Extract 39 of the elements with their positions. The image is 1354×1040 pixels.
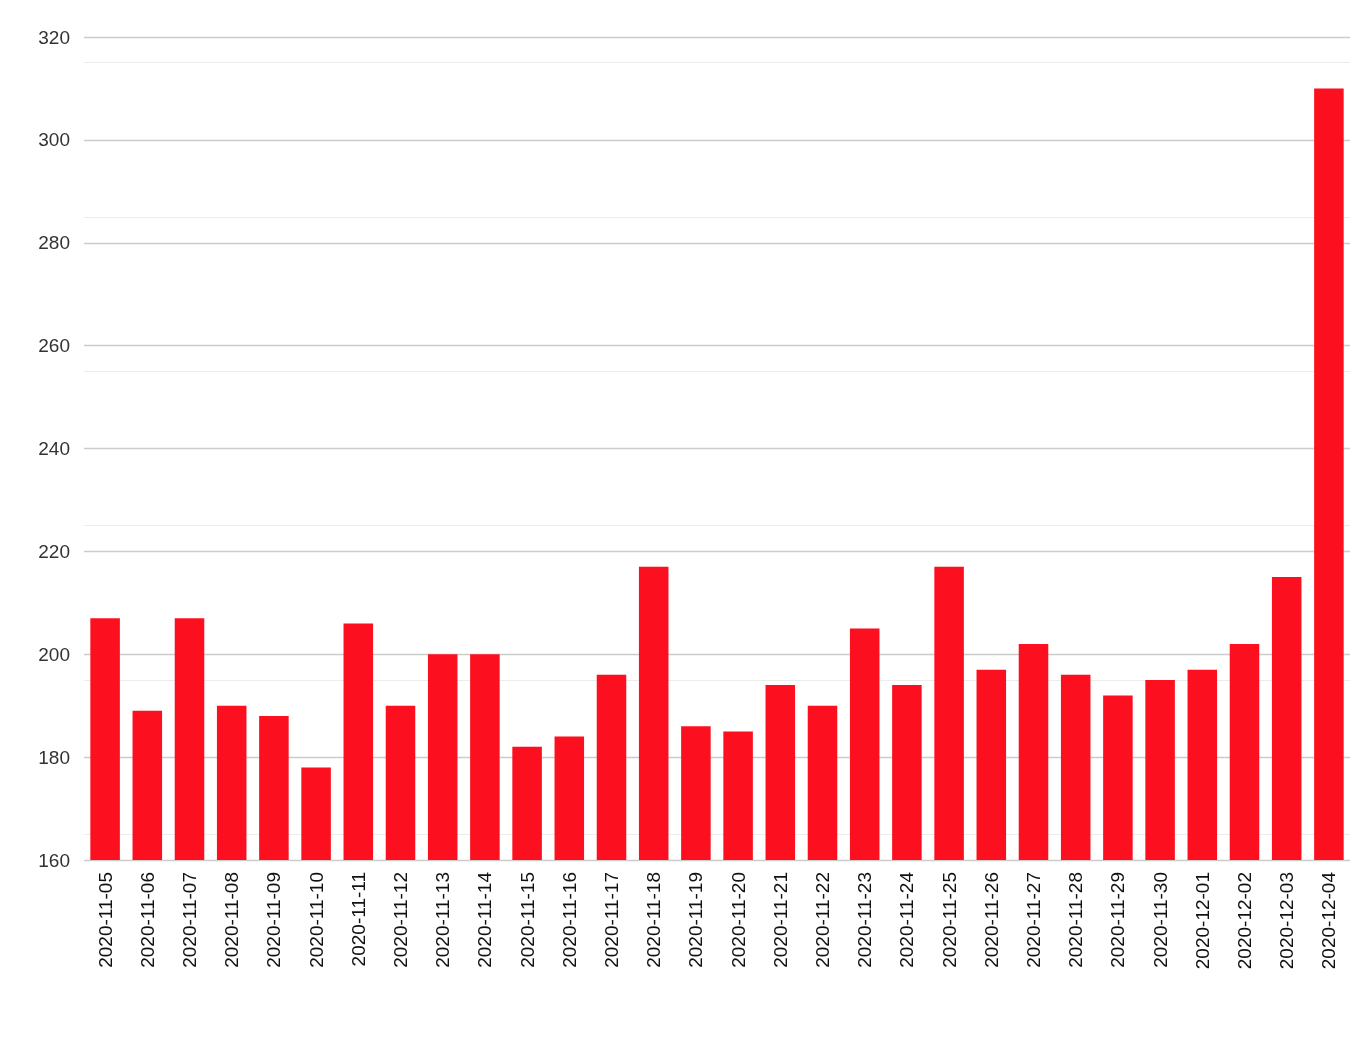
x-tick-label: 2020-12-04 — [1318, 871, 1340, 970]
y-tick-label: 280 — [38, 232, 70, 254]
x-tick-label: 2020-11-18 — [643, 872, 665, 968]
x-tick-label: 2020-11-11 — [347, 872, 369, 967]
x-tick-label: 2020-11-08 — [221, 872, 243, 968]
y-tick-label: 180 — [38, 746, 70, 768]
x-tick-label: 2020-11-10 — [305, 872, 327, 968]
y-tick-label: 300 — [38, 129, 70, 151]
x-tick-label: 2020-11-05 — [94, 872, 116, 968]
y-tick-label: 240 — [38, 438, 70, 459]
y-tick-label: 200 — [38, 643, 70, 665]
y-tick-label: 260 — [38, 335, 70, 357]
x-tick-label: 2020-11-29 — [1107, 872, 1129, 968]
x-tick-label: 2020-11-13 — [432, 872, 454, 968]
x-tick-label: 2020-12-01 — [1191, 872, 1213, 970]
x-tick-label: 2020-11-17 — [601, 872, 622, 968]
x-tick-label: 2020-11-28 — [1065, 872, 1087, 968]
x-tick-label: 2020-11-22 — [812, 872, 833, 968]
x-tick-label: 2020-12-02 — [1234, 872, 1255, 970]
x-tick-label: 2020-11-16 — [558, 872, 580, 968]
x-tick-label: 2020-11-25 — [938, 872, 960, 968]
x-tick-label: 2020-11-09 — [263, 872, 285, 968]
x-tick-label: 2020-11-19 — [685, 872, 707, 968]
x-tick-label: 2020-11-15 — [516, 872, 538, 968]
x-tick-label: 2020-11-30 — [1149, 872, 1171, 968]
x-tick-label: 2020-11-24 — [896, 871, 918, 968]
x-tick-label: 2020-11-20 — [727, 872, 749, 968]
x-tick-label: 2020-11-23 — [854, 872, 876, 968]
x-tick-label: 2020-11-21 — [769, 872, 791, 968]
x-tick-label: 2020-11-06 — [136, 872, 158, 968]
x-tick-label: 2020-11-07 — [179, 872, 200, 968]
x-tick-label: 2020-12-03 — [1276, 872, 1298, 970]
y-tick-label: 320 — [38, 26, 70, 48]
x-tick-label: 2020-11-26 — [980, 872, 1002, 968]
y-tick-label: 160 — [38, 849, 70, 871]
x-tick-label: 2020-11-27 — [1023, 872, 1044, 968]
x-tick-label: 2020-11-12 — [390, 872, 411, 968]
x-tick-label: 2020-11-14 — [474, 871, 496, 968]
y-tick-label: 220 — [38, 540, 70, 562]
